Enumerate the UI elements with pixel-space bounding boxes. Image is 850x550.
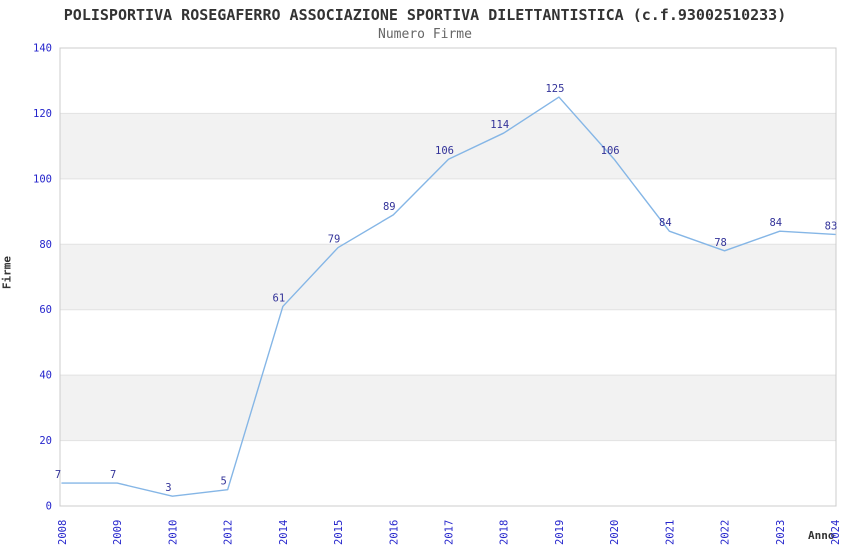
point-label: 125	[545, 83, 564, 95]
point-label: 79	[328, 234, 341, 246]
plot-band	[60, 244, 836, 310]
x-tick-label: 2024	[830, 520, 842, 545]
plot-band	[60, 375, 836, 441]
y-tick-label: 40	[39, 370, 52, 382]
point-label: 84	[769, 217, 782, 229]
x-tick-label: 2021	[664, 520, 676, 545]
x-tick-label: 2010	[167, 520, 179, 545]
y-tick-label: 20	[39, 435, 52, 447]
x-tick-label: 2012	[223, 520, 235, 545]
plot-band	[60, 113, 836, 179]
point-label: 61	[273, 292, 286, 304]
point-label: 106	[435, 145, 454, 157]
point-label: 78	[714, 237, 727, 249]
x-tick-label: 2014	[278, 520, 290, 545]
x-tick-label: 2023	[775, 520, 787, 545]
point-label: 106	[601, 145, 620, 157]
chart-subtitle: Numero Firme	[378, 27, 472, 42]
x-tick-label: 2015	[333, 520, 345, 545]
chart-line	[61, 96, 836, 497]
point-label: 84	[659, 217, 672, 229]
y-tick-label: 0	[46, 501, 52, 513]
point-label: 7	[55, 469, 61, 481]
point-label: 83	[825, 220, 838, 232]
y-tick-label: 80	[39, 239, 52, 251]
x-tick-label: 2008	[57, 520, 69, 545]
point-label: 5	[220, 476, 226, 488]
x-tick-label: 2019	[554, 520, 566, 545]
y-tick-label: 140	[33, 43, 52, 55]
plot-border	[59, 47, 837, 507]
x-tick-label: 2020	[609, 520, 621, 545]
x-tick-label: 2009	[112, 520, 124, 545]
y-tick-label: 120	[33, 108, 52, 120]
x-tick-label: 2016	[388, 520, 400, 545]
point-label: 7	[110, 469, 116, 481]
x-tick-label: 2022	[720, 520, 732, 545]
y-tick-label: 100	[33, 173, 52, 185]
point-label: 114	[490, 119, 509, 131]
y-tick-label: 60	[39, 304, 52, 316]
chart-title: POLISPORTIVA ROSEGAFERRO ASSOCIAZIONE SP…	[63, 6, 787, 24]
x-axis-title: Anno	[808, 529, 835, 542]
point-label: 3	[165, 482, 171, 494]
x-tick-label: 2018	[499, 520, 511, 545]
x-tick-label: 2017	[444, 520, 456, 545]
point-label: 89	[383, 201, 396, 213]
